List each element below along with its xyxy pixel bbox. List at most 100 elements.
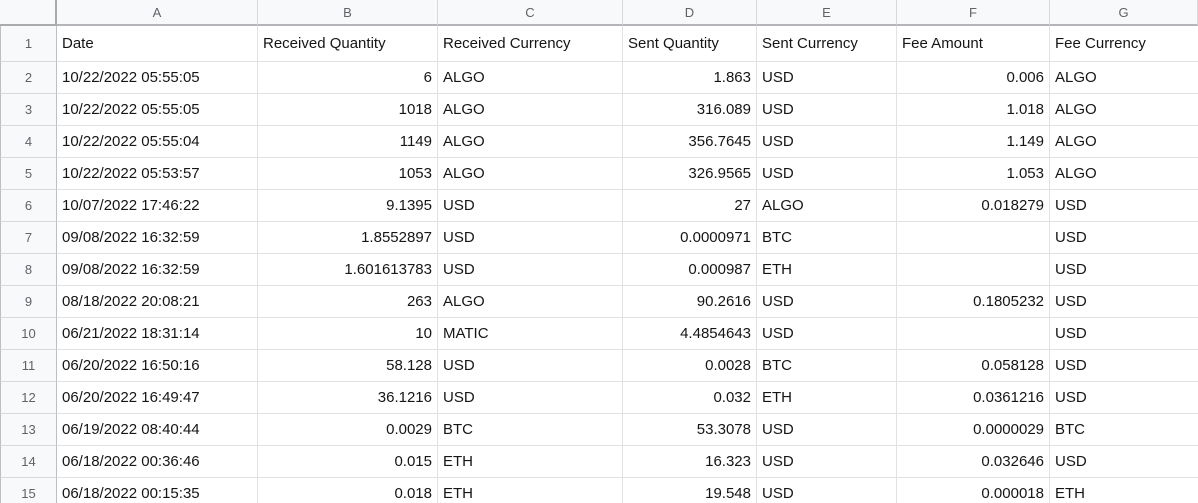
cell-fee-amount[interactable]: 0.058128: [897, 350, 1050, 382]
cell-fee-amount[interactable]: [897, 318, 1050, 350]
cell-received-currency[interactable]: ALGO: [438, 94, 623, 126]
cell-fee-currency[interactable]: ALGO: [1050, 62, 1198, 94]
cell-received-currency[interactable]: USD: [438, 222, 623, 254]
row-number[interactable]: 12: [0, 382, 57, 414]
cell-fee-amount[interactable]: 1.053: [897, 158, 1050, 190]
cell-fee-currency[interactable]: ETH: [1050, 478, 1198, 503]
row-number[interactable]: 11: [0, 350, 57, 382]
cell-sent-quantity[interactable]: 53.3078: [623, 414, 757, 446]
cell-sent-quantity[interactable]: 90.2616: [623, 286, 757, 318]
cell-received-currency[interactable]: ETH: [438, 478, 623, 503]
cell-sent-currency[interactable]: USD: [757, 414, 897, 446]
cell-received-quantity[interactable]: 1.601613783: [258, 254, 438, 286]
cell-date[interactable]: 06/18/2022 00:36:46: [57, 446, 258, 478]
cell-fee-currency[interactable]: USD: [1050, 350, 1198, 382]
cell-fee-currency[interactable]: ALGO: [1050, 94, 1198, 126]
column-header-a[interactable]: A: [57, 0, 258, 26]
cell-sent-quantity[interactable]: 1.863: [623, 62, 757, 94]
row-number[interactable]: 4: [0, 126, 57, 158]
cell-fee-currency[interactable]: ALGO: [1050, 158, 1198, 190]
cell-received-currency[interactable]: USD: [438, 382, 623, 414]
cell-sent-currency[interactable]: BTC: [757, 222, 897, 254]
cell-date[interactable]: 08/18/2022 20:08:21: [57, 286, 258, 318]
cell-date[interactable]: 10/22/2022 05:55:04: [57, 126, 258, 158]
column-header-d[interactable]: D: [623, 0, 757, 26]
cell-fee-amount[interactable]: 0.018279: [897, 190, 1050, 222]
cell-received-quantity[interactable]: 10: [258, 318, 438, 350]
cell-fee-currency[interactable]: USD: [1050, 382, 1198, 414]
cell-date[interactable]: 06/20/2022 16:50:16: [57, 350, 258, 382]
cell-date[interactable]: 06/21/2022 18:31:14: [57, 318, 258, 350]
cell-sent-quantity[interactable]: 4.4854643: [623, 318, 757, 350]
cell-received-quantity[interactable]: 1053: [258, 158, 438, 190]
cell-received-currency[interactable]: ALGO: [438, 286, 623, 318]
column-header-e[interactable]: E: [757, 0, 897, 26]
cell-fee-amount[interactable]: 0.0000029: [897, 414, 1050, 446]
cell-sent-currency[interactable]: ETH: [757, 254, 897, 286]
cell-sent-quantity[interactable]: 356.7645: [623, 126, 757, 158]
row-number[interactable]: 3: [0, 94, 57, 126]
cell-date[interactable]: 10/07/2022 17:46:22: [57, 190, 258, 222]
cell-received-quantity[interactable]: 0.018: [258, 478, 438, 503]
cell-sent-currency[interactable]: ALGO: [757, 190, 897, 222]
cell-received-currency[interactable]: USD: [438, 190, 623, 222]
cell-date[interactable]: 10/22/2022 05:55:05: [57, 94, 258, 126]
cell-received-quantity-header[interactable]: Received Quantity: [258, 26, 438, 62]
cell-sent-currency-header[interactable]: Sent Currency: [757, 26, 897, 62]
row-number[interactable]: 2: [0, 62, 57, 94]
cell-date[interactable]: 09/08/2022 16:32:59: [57, 222, 258, 254]
cell-fee-amount[interactable]: [897, 222, 1050, 254]
cell-received-currency[interactable]: ALGO: [438, 126, 623, 158]
cell-received-quantity[interactable]: 1018: [258, 94, 438, 126]
cell-received-quantity[interactable]: 9.1395: [258, 190, 438, 222]
column-header-g[interactable]: G: [1050, 0, 1198, 26]
cell-fee-currency[interactable]: USD: [1050, 190, 1198, 222]
cell-sent-quantity[interactable]: 0.0000971: [623, 222, 757, 254]
cell-fee-currency[interactable]: USD: [1050, 254, 1198, 286]
row-number[interactable]: 7: [0, 222, 57, 254]
cell-sent-currency[interactable]: USD: [757, 446, 897, 478]
cell-sent-currency[interactable]: USD: [757, 126, 897, 158]
cell-received-quantity[interactable]: 0.0029: [258, 414, 438, 446]
cell-fee-currency[interactable]: USD: [1050, 318, 1198, 350]
cell-date[interactable]: 06/18/2022 00:15:35: [57, 478, 258, 503]
row-number[interactable]: 5: [0, 158, 57, 190]
row-number[interactable]: 13: [0, 414, 57, 446]
cell-fee-amount[interactable]: [897, 254, 1050, 286]
cell-sent-quantity-header[interactable]: Sent Quantity: [623, 26, 757, 62]
row-number[interactable]: 8: [0, 254, 57, 286]
cell-sent-currency[interactable]: USD: [757, 94, 897, 126]
cell-sent-quantity[interactable]: 19.548: [623, 478, 757, 503]
cell-sent-currency[interactable]: USD: [757, 286, 897, 318]
cell-sent-quantity[interactable]: 0.0028: [623, 350, 757, 382]
cell-received-quantity[interactable]: 263: [258, 286, 438, 318]
column-header-f[interactable]: F: [897, 0, 1050, 26]
row-number[interactable]: 9: [0, 286, 57, 318]
cell-received-quantity[interactable]: 0.015: [258, 446, 438, 478]
cell-received-quantity[interactable]: 36.1216: [258, 382, 438, 414]
cell-sent-quantity[interactable]: 0.000987: [623, 254, 757, 286]
cell-received-currency[interactable]: ALGO: [438, 158, 623, 190]
cell-fee-amount-header[interactable]: Fee Amount: [897, 26, 1050, 62]
cell-fee-amount[interactable]: 0.032646: [897, 446, 1050, 478]
cell-fee-amount[interactable]: 0.1805232: [897, 286, 1050, 318]
row-number[interactable]: 1: [0, 26, 57, 62]
row-number[interactable]: 6: [0, 190, 57, 222]
column-header-c[interactable]: C: [438, 0, 623, 26]
cell-received-quantity[interactable]: 6: [258, 62, 438, 94]
cell-fee-currency[interactable]: BTC: [1050, 414, 1198, 446]
cell-fee-amount[interactable]: 0.006: [897, 62, 1050, 94]
cell-date-header[interactable]: Date: [57, 26, 258, 62]
cell-fee-currency[interactable]: USD: [1050, 446, 1198, 478]
cell-sent-currency[interactable]: BTC: [757, 350, 897, 382]
cell-sent-currency[interactable]: USD: [757, 62, 897, 94]
cell-fee-amount[interactable]: 1.149: [897, 126, 1050, 158]
cell-fee-currency[interactable]: USD: [1050, 286, 1198, 318]
cell-fee-amount[interactable]: 0.000018: [897, 478, 1050, 503]
cell-received-currency[interactable]: USD: [438, 254, 623, 286]
cell-received-quantity[interactable]: 1149: [258, 126, 438, 158]
row-number[interactable]: 15: [0, 478, 57, 503]
cell-date[interactable]: 10/22/2022 05:53:57: [57, 158, 258, 190]
cell-received-currency[interactable]: USD: [438, 350, 623, 382]
cell-fee-currency-header[interactable]: Fee Currency: [1050, 26, 1198, 62]
